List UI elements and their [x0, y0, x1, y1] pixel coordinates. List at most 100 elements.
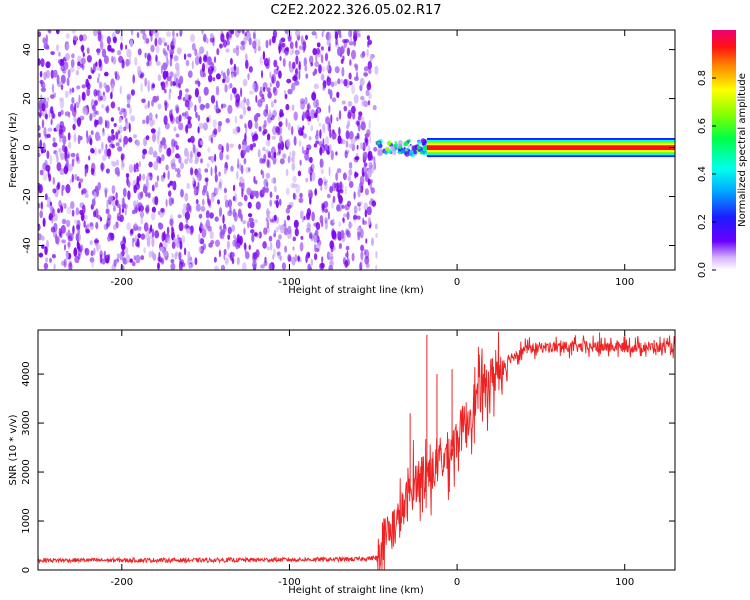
noise-mark [91, 162, 96, 173]
noise-mark [287, 122, 291, 131]
noise-mark [360, 258, 363, 267]
noise-mark [340, 78, 344, 85]
noise-mark [300, 210, 303, 220]
noise-mark [359, 77, 365, 87]
snr-series-line [38, 331, 675, 570]
noise-mark [44, 113, 48, 120]
noise-mark [40, 81, 43, 88]
noise-mark [152, 132, 156, 143]
noise-mark [247, 73, 250, 81]
noise-mark [199, 68, 205, 78]
noise-mark [188, 157, 193, 164]
noise-mark [273, 233, 276, 238]
noise-mark [91, 112, 97, 118]
noise-mark [365, 238, 368, 244]
noise-mark [210, 240, 215, 245]
noise-mark [273, 214, 277, 222]
noise-mark [232, 195, 236, 202]
noise-mark [48, 30, 52, 35]
noise-mark [249, 90, 255, 95]
noise-mark [363, 66, 369, 72]
noise-mark [293, 219, 299, 229]
snr-frame [37, 329, 676, 571]
noise-mark [126, 93, 132, 100]
noise-mark [72, 123, 76, 131]
noise-mark [331, 181, 337, 192]
noise-mark [233, 234, 237, 240]
noise-mark [302, 133, 307, 139]
noise-mark [304, 96, 308, 105]
noise-mark [135, 254, 141, 264]
noise-mark [178, 222, 184, 232]
noise-mark [222, 78, 226, 84]
noise-mark [285, 118, 288, 128]
noise-mark [155, 54, 158, 63]
noise-mark [63, 61, 69, 71]
noise-mark [169, 57, 173, 67]
noise-mark [94, 147, 97, 156]
noise-mark [297, 170, 302, 177]
noise-mark [294, 228, 299, 237]
noise-mark [94, 239, 99, 244]
noise-mark [219, 43, 223, 49]
noise-mark [104, 119, 107, 128]
noise-mark [347, 47, 350, 57]
noise-mark [273, 185, 277, 193]
noise-mark [219, 178, 223, 188]
noise-mark [310, 258, 313, 267]
noise-mark [306, 212, 311, 220]
noise-mark [198, 56, 202, 65]
noise-mark [326, 76, 332, 86]
noise-mark [151, 237, 155, 248]
noise-mark [187, 53, 192, 58]
noise-mark [245, 125, 248, 135]
noise-mark [192, 184, 197, 190]
noise-mark [71, 209, 75, 217]
noise-mark [176, 32, 179, 37]
noise-mark [136, 175, 140, 186]
noise-mark [269, 82, 272, 88]
noise-mark [305, 147, 310, 155]
noise-mark [209, 212, 214, 219]
noise-mark [177, 95, 182, 100]
noise-mark [50, 206, 55, 216]
noise-mark [194, 80, 199, 85]
noise-mark [353, 205, 358, 214]
noise-mark [171, 226, 174, 232]
noise-mark [269, 38, 272, 47]
noise-mark [82, 34, 87, 42]
noise-mark [298, 60, 301, 71]
colorbar-tick-label: 0.0 [697, 262, 708, 278]
noise-mark [321, 256, 324, 264]
noise-mark [262, 124, 266, 130]
noise-mark [175, 167, 178, 172]
noise-mark [168, 196, 173, 207]
noise-mark [252, 40, 257, 49]
noise-mark [235, 93, 241, 104]
noise-mark [297, 255, 300, 262]
noise-mark [154, 37, 158, 47]
noise-mark [72, 34, 78, 41]
noise-mark [308, 136, 312, 141]
noise-mark [266, 133, 271, 141]
noise-mark [60, 224, 66, 234]
noise-mark [326, 64, 330, 71]
noise-mark [127, 180, 131, 188]
noise-mark [330, 114, 333, 124]
noise-mark [357, 123, 361, 132]
noise-mark [302, 41, 307, 51]
noise-mark [336, 117, 339, 122]
noise-mark [138, 160, 141, 168]
noise-mark [371, 237, 374, 247]
noise-mark [311, 92, 317, 101]
noise-mark [132, 74, 135, 84]
noise-mark [165, 70, 169, 78]
noise-mark [254, 121, 259, 129]
noise-mark [146, 60, 150, 67]
noise-mark [306, 222, 311, 230]
noise-mark [125, 44, 128, 50]
noise-mark [237, 201, 243, 207]
noise-mark [120, 160, 125, 171]
noise-mark [85, 229, 90, 234]
